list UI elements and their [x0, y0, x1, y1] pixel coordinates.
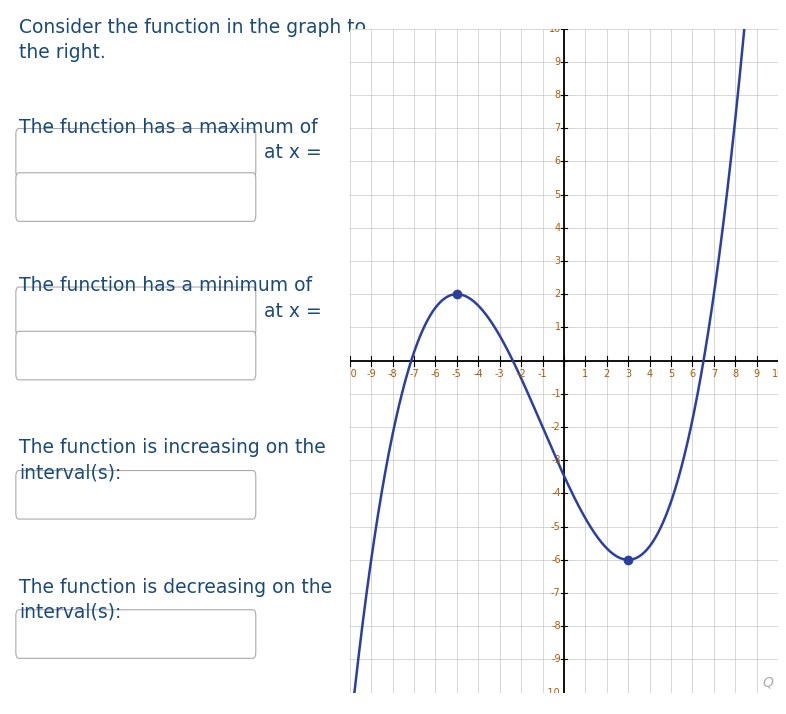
Text: 1: 1: [582, 369, 589, 379]
Text: 2: 2: [604, 369, 610, 379]
Text: 2: 2: [554, 289, 560, 299]
Text: -2: -2: [516, 369, 526, 379]
Text: at x =: at x =: [264, 302, 321, 321]
FancyBboxPatch shape: [16, 173, 255, 221]
Text: 10: 10: [549, 24, 560, 34]
Text: -9: -9: [551, 654, 560, 665]
FancyBboxPatch shape: [16, 331, 255, 380]
Text: 4: 4: [647, 369, 652, 379]
Text: -10: -10: [545, 688, 560, 698]
FancyBboxPatch shape: [16, 129, 255, 177]
Text: -8: -8: [387, 369, 398, 379]
Text: 6: 6: [555, 156, 560, 166]
Text: -7: -7: [551, 588, 560, 598]
Text: The function is increasing on the
interval(s):: The function is increasing on the interv…: [19, 438, 325, 483]
Text: Q: Q: [762, 675, 773, 690]
Text: -1: -1: [551, 388, 560, 399]
Text: -7: -7: [410, 369, 419, 379]
Text: Consider the function in the graph to
the right.: Consider the function in the graph to th…: [19, 18, 365, 62]
Text: 8: 8: [733, 369, 738, 379]
Text: The function has a minimum of: The function has a minimum of: [19, 276, 312, 296]
Text: 5: 5: [668, 369, 674, 379]
Text: 7: 7: [554, 123, 560, 134]
Text: -5: -5: [452, 369, 461, 379]
Text: -5: -5: [551, 521, 560, 532]
Text: 5: 5: [554, 189, 560, 200]
Text: 4: 4: [555, 223, 560, 233]
Text: -3: -3: [495, 369, 505, 379]
Text: -4: -4: [551, 488, 560, 498]
Text: 9: 9: [555, 56, 560, 67]
Text: -1: -1: [538, 369, 547, 379]
Text: -4: -4: [473, 369, 483, 379]
Text: 6: 6: [689, 369, 696, 379]
FancyBboxPatch shape: [16, 471, 255, 519]
FancyBboxPatch shape: [16, 287, 255, 336]
Text: -6: -6: [551, 555, 560, 565]
Text: -10: -10: [342, 369, 358, 379]
Text: 3: 3: [555, 256, 560, 266]
Text: 9: 9: [754, 369, 760, 379]
Text: -9: -9: [366, 369, 376, 379]
FancyBboxPatch shape: [16, 610, 255, 658]
Text: 3: 3: [625, 369, 631, 379]
Text: 10: 10: [772, 369, 784, 379]
Text: The function is decreasing on the
interval(s):: The function is decreasing on the interv…: [19, 578, 332, 622]
Text: 8: 8: [555, 90, 560, 100]
Text: -6: -6: [431, 369, 440, 379]
Text: at x =: at x =: [264, 144, 321, 162]
Text: -2: -2: [551, 422, 560, 432]
Text: The function has a maximum of: The function has a maximum of: [19, 118, 318, 137]
Text: -3: -3: [551, 455, 560, 466]
Text: 1: 1: [555, 322, 560, 333]
Text: -8: -8: [551, 621, 560, 631]
Text: 7: 7: [711, 369, 717, 379]
